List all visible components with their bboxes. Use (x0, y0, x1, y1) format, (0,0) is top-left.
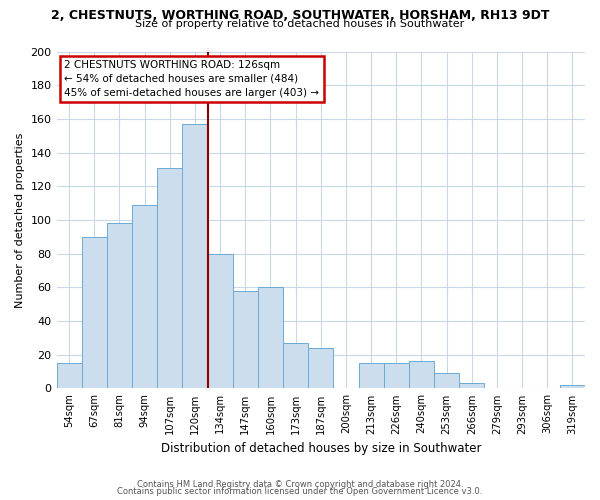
Bar (459, 384, 484, 388)
Bar (283, 343, 308, 388)
Y-axis label: Number of detached properties: Number of detached properties (15, 132, 25, 308)
Bar (56, 363, 82, 388)
X-axis label: Distribution of detached houses by size in Southwater: Distribution of detached houses by size … (161, 442, 481, 455)
Bar (308, 348, 334, 389)
Bar (107, 224, 132, 388)
Bar (258, 288, 283, 388)
Bar (157, 168, 182, 388)
Bar (82, 237, 107, 388)
Bar (182, 124, 208, 388)
Text: Contains HM Land Registry data © Crown copyright and database right 2024.: Contains HM Land Registry data © Crown c… (137, 480, 463, 489)
Bar (383, 363, 409, 388)
Bar (208, 254, 233, 388)
Bar (434, 374, 459, 388)
Text: 2, CHESTNUTS, WORTHING ROAD, SOUTHWATER, HORSHAM, RH13 9DT: 2, CHESTNUTS, WORTHING ROAD, SOUTHWATER,… (51, 9, 549, 22)
Bar (359, 363, 383, 388)
Text: 2 CHESTNUTS WORTHING ROAD: 126sqm
← 54% of detached houses are smaller (484)
45%: 2 CHESTNUTS WORTHING ROAD: 126sqm ← 54% … (64, 60, 319, 98)
Bar (560, 385, 585, 388)
Bar (409, 362, 434, 388)
Bar (233, 290, 258, 388)
Text: Contains public sector information licensed under the Open Government Licence v3: Contains public sector information licen… (118, 487, 482, 496)
Text: Size of property relative to detached houses in Southwater: Size of property relative to detached ho… (136, 19, 464, 29)
Bar (132, 205, 157, 388)
